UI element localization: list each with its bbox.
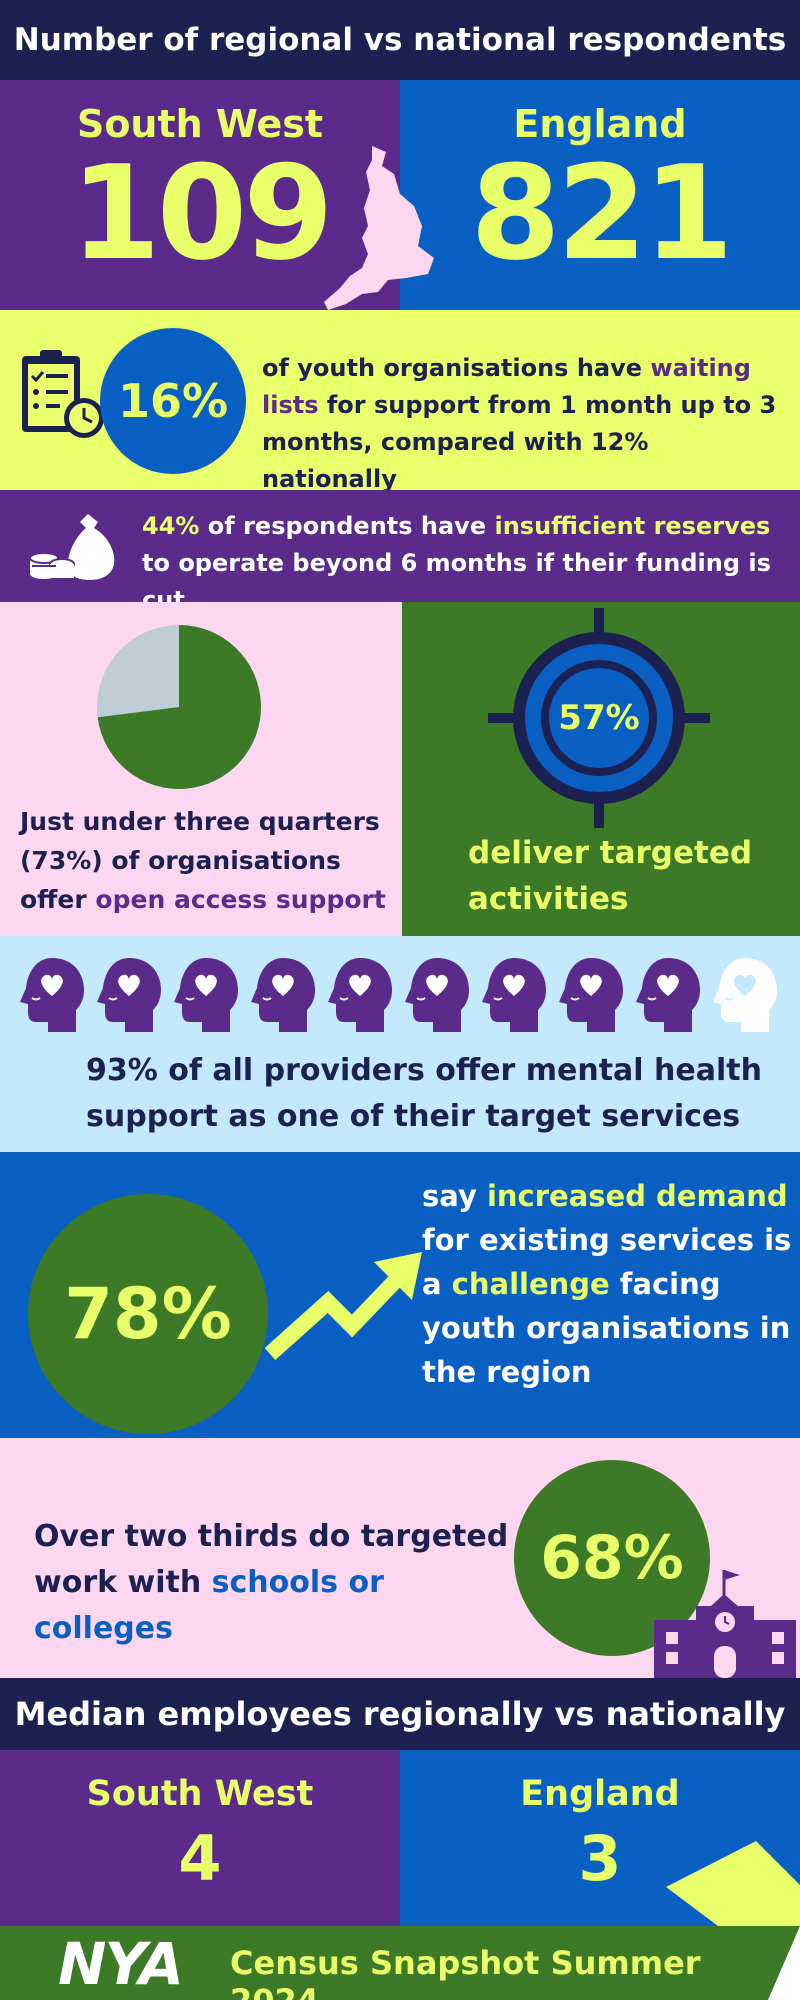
reserves-text: 44% of respondents have insufficient res… — [142, 512, 771, 602]
reserves-highlight: insufficient reserves — [494, 512, 771, 540]
waiting-lists-panel: 16% of youth organisations have waiting … — [0, 310, 800, 490]
head-heart-icon-filled — [405, 958, 469, 1032]
respondents-title: Number of regional vs national responden… — [13, 22, 787, 58]
head-heart-icon-filled — [251, 958, 315, 1032]
reserves-panel: 44% of respondents have insufficient res… — [0, 490, 800, 602]
respondents-title-bar: Number of regional vs national responden… — [0, 0, 800, 80]
nation-label: England — [513, 102, 687, 146]
head-heart-icon-filled — [97, 958, 161, 1032]
targeted-stat: 57% — [558, 698, 640, 738]
waiting-lists-highlight: waiting lists — [262, 354, 751, 419]
head-heart-icon-filled — [174, 958, 238, 1032]
head-heart-icon-filled — [482, 958, 546, 1032]
head-heart-icon-filled — [636, 958, 700, 1032]
region-label: South West — [76, 102, 324, 146]
employees-title-bar: Median employees regionally vs nationall… — [0, 1678, 800, 1750]
nation-employees-value: 3 — [578, 1822, 622, 1895]
open-access-panel: Just under three quarters (73%) of organ… — [0, 602, 402, 936]
waiting-lists-text: of youth organisations have waiting list… — [262, 354, 777, 490]
targeted-panel: 57% deliver targeted activities — [402, 602, 800, 936]
decorative-lime-shape — [666, 1841, 800, 1926]
open-access-targeted-panel: Just under three quarters (73%) of organ… — [0, 602, 800, 936]
head-heart-icon-filled — [559, 958, 623, 1032]
schools-panel: Over two thirds do targeted work with sc… — [0, 1438, 800, 1678]
mental-health-panel: 93% of all providers offer mental health… — [0, 936, 800, 1152]
employees-panel: South West 4 England 3 — [0, 1750, 800, 1926]
demand-stat: 78% — [28, 1194, 268, 1434]
school-building-icon — [654, 1570, 796, 1678]
open-access-text: Just under three quarters (73%) of organ… — [20, 807, 386, 914]
region-respondent-count: 109 — [70, 137, 333, 289]
demand-panel: 78% say increased demand for existing se… — [0, 1152, 800, 1438]
head-heart-icon-empty — [713, 958, 777, 1032]
head-heart-icon-filled — [328, 958, 392, 1032]
respondents-panel: South West 109 England 821 — [0, 80, 800, 310]
schools-highlight: schools or colleges — [34, 1565, 384, 1646]
demand-highlight-1: increased demand — [486, 1179, 788, 1213]
schools-stat: 68% — [514, 1460, 710, 1656]
employees-title: Median employees regionally vs nationall… — [14, 1695, 786, 1733]
nation-employees-label: England — [520, 1774, 680, 1814]
nation-respondent-count: 821 — [470, 137, 733, 289]
region-employees: South West 4 — [0, 1750, 400, 1926]
money-bag-coins-icon — [29, 514, 115, 580]
demand-text: say increased demand for existing servic… — [422, 1179, 792, 1389]
targeted-text: deliver targeted activities — [468, 835, 753, 917]
waiting-lists-stat: 16% — [100, 328, 246, 474]
footer-text: Census Snapshot Summer 2024 — [230, 1944, 701, 2000]
nya-logo: NYA — [58, 1930, 184, 1998]
schools-text: Over two thirds do targeted work with sc… — [34, 1519, 509, 1646]
mental-health-text: 93% of all providers offer mental health… — [86, 1053, 762, 1134]
target-crosshair-icon — [488, 608, 710, 828]
region-respondents: South West 109 — [0, 80, 400, 310]
nation-respondents: England 821 — [400, 80, 800, 310]
region-employees-value: 4 — [178, 1822, 222, 1895]
demand-highlight-2: challenge — [451, 1267, 610, 1301]
footer-bar: NYA Census Snapshot Summer 2024 — [0, 1926, 800, 2000]
reserves-stat: 44% — [142, 512, 200, 540]
trend-up-arrow-icon — [264, 1252, 422, 1360]
open-access-pie-chart — [97, 625, 261, 789]
head-heart-icon-filled — [20, 958, 84, 1032]
pie-slice-open-access — [97, 625, 261, 789]
open-access-highlight: open access support — [95, 885, 386, 914]
mental-health-heads — [18, 956, 788, 1036]
clipboard-clock-icon — [22, 350, 104, 438]
england-map-icon — [324, 146, 434, 310]
region-employees-label: South West — [86, 1774, 314, 1814]
decorative-white-corner — [768, 1926, 800, 2000]
